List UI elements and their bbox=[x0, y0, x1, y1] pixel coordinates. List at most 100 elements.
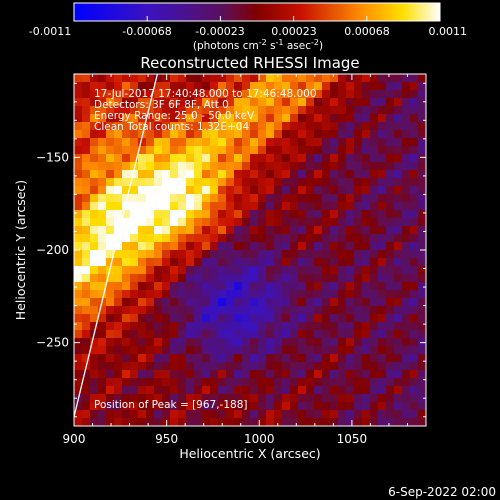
heatmap-cell bbox=[202, 186, 211, 195]
heatmap-cell bbox=[266, 274, 275, 283]
heatmap-cell bbox=[226, 130, 235, 139]
heatmap-cell bbox=[282, 306, 291, 315]
heatmap-cell bbox=[386, 178, 395, 187]
heatmap-cell bbox=[370, 114, 379, 123]
heatmap-cell bbox=[114, 82, 123, 91]
heatmap-cell bbox=[226, 242, 235, 251]
heatmap-cell bbox=[362, 186, 371, 195]
heatmap-cell bbox=[250, 226, 259, 235]
heatmap-cell bbox=[258, 298, 267, 307]
heatmap-cell bbox=[290, 322, 299, 331]
heatmap-cell bbox=[218, 170, 227, 179]
heatmap-cell bbox=[386, 194, 395, 203]
heatmap-cell bbox=[402, 146, 411, 155]
heatmap-cell bbox=[338, 250, 347, 259]
heatmap-cell bbox=[122, 186, 131, 195]
heatmap-cell bbox=[250, 218, 259, 227]
heatmap-cell bbox=[346, 274, 355, 283]
heatmap-cell bbox=[418, 394, 426, 403]
heatmap-cell bbox=[330, 410, 339, 419]
heatmap-cell bbox=[314, 386, 323, 395]
footer-date: 6-Sep-2022 02:00 bbox=[388, 485, 496, 499]
heatmap-cell bbox=[202, 82, 211, 91]
heatmap-cell bbox=[338, 226, 347, 235]
heatmap-cell bbox=[122, 410, 131, 419]
heatmap-cell bbox=[250, 130, 259, 139]
heatmap-cell bbox=[178, 402, 187, 411]
heatmap-cell bbox=[122, 282, 131, 291]
heatmap-cell bbox=[218, 138, 227, 147]
heatmap-cell bbox=[74, 234, 83, 243]
heatmap-cell bbox=[330, 122, 339, 131]
heatmap-cell bbox=[146, 386, 155, 395]
heatmap-cell bbox=[138, 354, 147, 363]
heatmap-cell bbox=[330, 154, 339, 163]
heatmap-cell bbox=[218, 74, 227, 83]
heatmap-cell bbox=[322, 74, 331, 83]
heatmap-cell bbox=[362, 290, 371, 299]
heatmap-cell bbox=[178, 386, 187, 395]
heatmap-cell bbox=[346, 210, 355, 219]
heatmap-cell bbox=[330, 218, 339, 227]
heatmap-cell bbox=[290, 82, 299, 91]
heatmap-cell bbox=[282, 346, 291, 355]
heatmap-cell bbox=[130, 178, 139, 187]
heatmap-cell bbox=[106, 218, 115, 227]
heatmap-cell bbox=[106, 290, 115, 299]
heatmap-cell bbox=[266, 250, 275, 259]
heatmap-cell bbox=[154, 194, 163, 203]
heatmap-cell bbox=[402, 226, 411, 235]
heatmap-cell bbox=[394, 274, 403, 283]
heatmap-cell bbox=[218, 90, 227, 99]
heatmap-cell bbox=[410, 394, 419, 403]
heatmap-cell bbox=[218, 378, 227, 387]
heatmap-cell bbox=[298, 218, 307, 227]
heatmap-cell bbox=[114, 242, 123, 251]
heatmap-cell bbox=[298, 362, 307, 371]
heatmap-cell bbox=[386, 122, 395, 131]
heatmap-cell bbox=[370, 274, 379, 283]
heatmap-cell bbox=[266, 130, 275, 139]
heatmap-cell bbox=[106, 338, 115, 347]
heatmap-cell bbox=[258, 354, 267, 363]
heatmap-cell bbox=[258, 330, 267, 339]
heatmap-cell bbox=[314, 410, 323, 419]
heatmap-cell bbox=[314, 330, 323, 339]
heatmap-cell bbox=[378, 250, 387, 259]
heatmap-cell bbox=[330, 418, 339, 426]
heatmap-cell bbox=[346, 186, 355, 195]
heatmap-cell bbox=[338, 106, 347, 115]
heatmap-cell bbox=[170, 338, 179, 347]
heatmap-cell bbox=[74, 330, 83, 339]
heatmap-cell bbox=[242, 146, 251, 155]
heatmap-cell bbox=[410, 98, 419, 107]
heatmap-cell bbox=[322, 258, 331, 267]
heatmap-cell bbox=[114, 178, 123, 187]
heatmap-cell bbox=[202, 234, 211, 243]
heatmap-cell bbox=[282, 154, 291, 163]
heatmap-cell bbox=[234, 146, 243, 155]
heatmap-cell bbox=[242, 386, 251, 395]
heatmap-cell bbox=[266, 122, 275, 131]
heatmap-cell bbox=[386, 338, 395, 347]
heatmap-cell bbox=[154, 146, 163, 155]
heatmap-cell bbox=[370, 122, 379, 131]
heatmap-cell bbox=[74, 410, 83, 419]
heatmap-cell bbox=[242, 346, 251, 355]
heatmap-cell bbox=[282, 258, 291, 267]
heatmap-cell bbox=[394, 394, 403, 403]
heatmap-cell bbox=[386, 130, 395, 139]
heatmap-cell bbox=[210, 122, 219, 131]
heatmap-cell bbox=[306, 82, 315, 91]
heatmap-cell bbox=[378, 226, 387, 235]
heatmap-cell bbox=[290, 242, 299, 251]
heatmap-cell bbox=[282, 370, 291, 379]
heatmap-cell bbox=[234, 82, 243, 91]
heatmap-cell bbox=[218, 282, 227, 291]
heatmap-cell bbox=[242, 250, 251, 259]
heatmap-cell bbox=[394, 402, 403, 411]
heatmap-cell bbox=[266, 186, 275, 195]
heatmap-cell bbox=[218, 418, 227, 426]
heatmap-cell bbox=[186, 418, 195, 426]
heatmap-cell bbox=[90, 90, 99, 99]
